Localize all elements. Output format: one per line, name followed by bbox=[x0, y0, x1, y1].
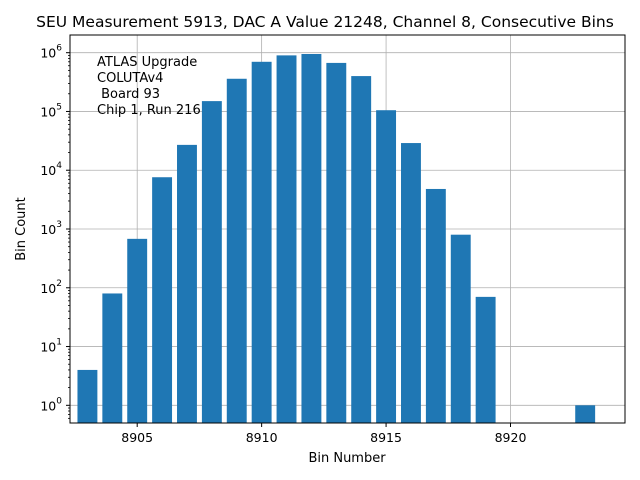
y-tick-label: 106 bbox=[40, 44, 62, 61]
y-tick-label: 103 bbox=[40, 220, 62, 237]
bar bbox=[77, 369, 98, 423]
chart-title: SEU Measurement 5913, DAC A Value 21248,… bbox=[36, 13, 614, 31]
bar bbox=[376, 110, 397, 424]
y-tick-label: 102 bbox=[40, 279, 62, 296]
y-tick-label: 105 bbox=[40, 102, 62, 119]
bar bbox=[251, 61, 272, 423]
x-tick-label: 8915 bbox=[370, 430, 402, 445]
run-annotation: ATLAS Upgrade COLUTAv4 Board 93 Chip 1, … bbox=[97, 55, 201, 118]
annotation-line: ATLAS Upgrade bbox=[97, 55, 197, 70]
bar bbox=[425, 188, 446, 423]
x-tick-label: 8905 bbox=[121, 430, 153, 445]
bar bbox=[201, 101, 222, 424]
bar bbox=[351, 76, 372, 424]
bar bbox=[127, 238, 148, 423]
bar bbox=[401, 143, 421, 423]
bar bbox=[475, 296, 496, 423]
bar bbox=[326, 62, 347, 423]
x-axis-title: Bin Number bbox=[308, 451, 386, 466]
bar bbox=[276, 55, 297, 423]
bar bbox=[102, 293, 123, 423]
y-tick-label: 101 bbox=[40, 338, 62, 355]
annotation-line: Board 93 bbox=[97, 87, 160, 102]
y-tick-label: 104 bbox=[40, 161, 62, 178]
x-tick-label: 8910 bbox=[246, 430, 278, 445]
bar bbox=[575, 405, 596, 423]
ticks-layer: 8905 8910 8915 8920 100 101 102 103 104 105 106 bbox=[40, 44, 526, 445]
annotation-line: COLUTAv4 bbox=[97, 71, 163, 86]
bar bbox=[152, 177, 173, 423]
bar bbox=[450, 234, 471, 423]
y-tick-label: 100 bbox=[40, 396, 62, 413]
bar bbox=[226, 78, 247, 424]
annotation-line: Chip 1, Run 216 bbox=[97, 103, 201, 118]
bars-layer bbox=[77, 54, 596, 424]
bar bbox=[301, 54, 322, 424]
y-axis-title: Bin Count bbox=[14, 197, 29, 261]
bar bbox=[177, 144, 197, 424]
x-tick-label: 8920 bbox=[495, 430, 527, 445]
